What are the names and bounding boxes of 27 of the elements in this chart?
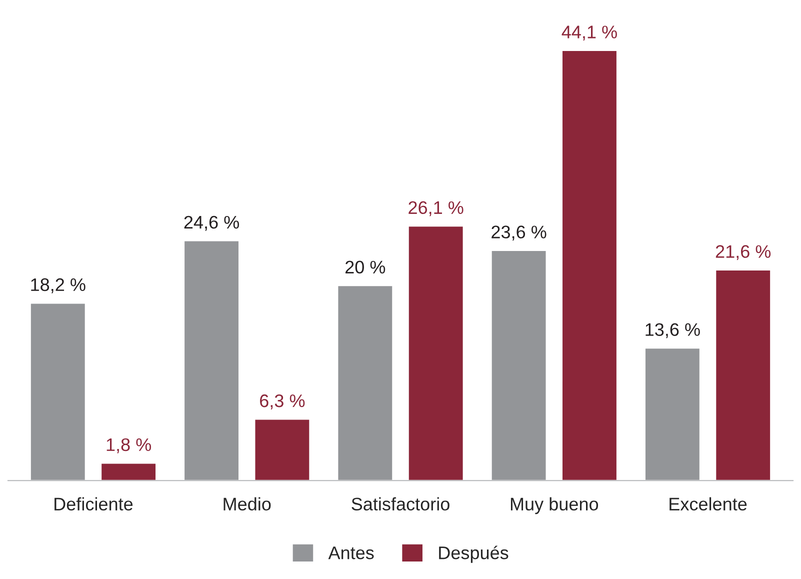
x-tick-label: Medio bbox=[224, 497, 271, 510]
bar bbox=[254, 418, 311, 481]
x-tick-label: Excelente bbox=[670, 497, 747, 510]
x-tick-label: Satisfactorio bbox=[352, 497, 450, 510]
x-tick-label: Muy bueno bbox=[510, 497, 598, 514]
data-label: 26,1 % bbox=[408, 201, 464, 216]
legend-label: Después bbox=[439, 546, 508, 563]
bar bbox=[561, 50, 618, 481]
bar bbox=[644, 347, 701, 481]
data-label: 44,1 % bbox=[562, 26, 617, 41]
bar bbox=[490, 250, 548, 481]
bar bbox=[183, 240, 240, 481]
data-label: 1,8 % bbox=[106, 438, 151, 454]
data-label: 21,6 % bbox=[716, 245, 771, 260]
data-label: 24,6 % bbox=[184, 216, 239, 231]
bar bbox=[30, 302, 86, 481]
bar bbox=[714, 269, 772, 481]
bar bbox=[100, 462, 157, 481]
data-label: 18,2 % bbox=[31, 278, 86, 294]
legend-label: Antes bbox=[328, 546, 374, 560]
data-label: 20 % bbox=[345, 260, 386, 274]
x-tick-label: Deficiente bbox=[54, 497, 133, 510]
data-label: 13,6 % bbox=[646, 323, 700, 338]
bar bbox=[407, 225, 464, 481]
data-label: 23,6 % bbox=[492, 226, 546, 241]
bar bbox=[336, 284, 394, 481]
data-label: 6,3 % bbox=[260, 394, 305, 410]
